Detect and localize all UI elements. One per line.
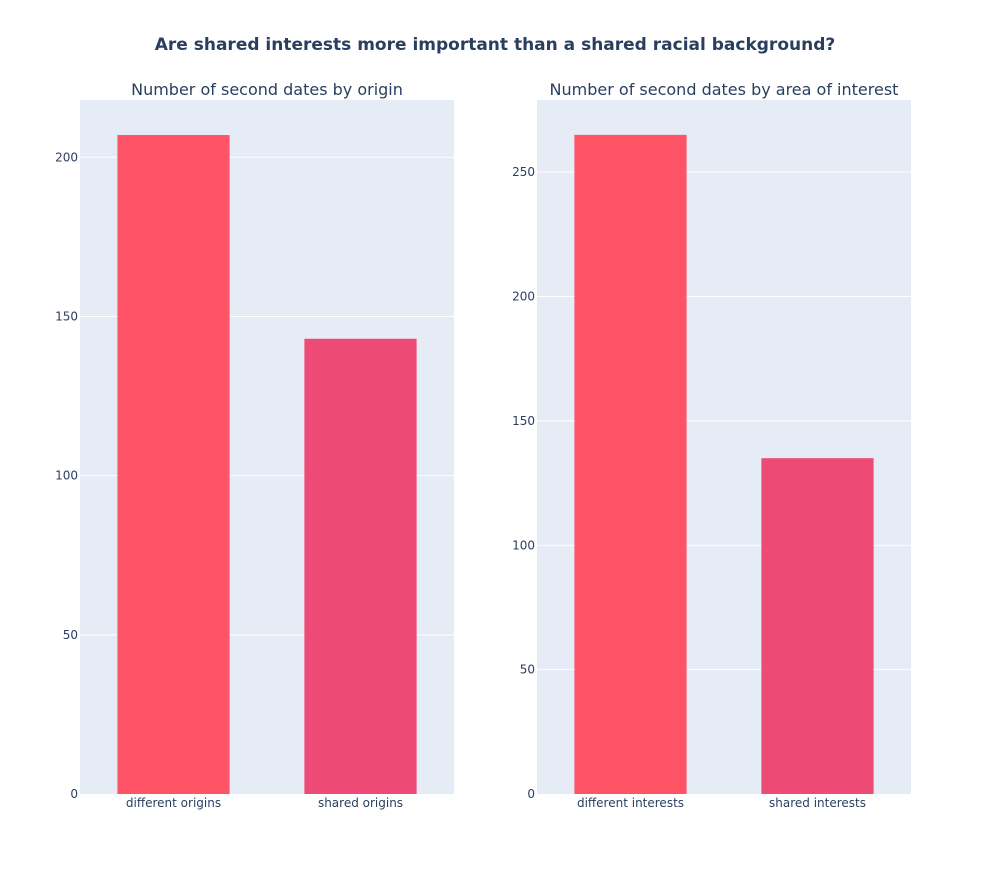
subplot-1: 0 50 100 150 200 different origins shared orig… [55,80,454,810]
y-tick-label: 0 [70,787,78,801]
y-tick-label: 0 [527,787,535,801]
x-tick-label: shared interests [769,796,866,810]
bar-shared-origins [304,338,417,794]
y-tick-label: 200 [55,150,78,164]
figure-title: Are shared interests more important than… [155,35,835,55]
y-tick-label: 100 [55,469,78,483]
bar-shared-interests [761,458,874,794]
subplot-2: 0 50 100 150 200 250 different interests shared… [512,80,911,810]
x-tick-label: shared origins [318,796,403,810]
y-tick-label: 100 [512,538,535,552]
y-tick-label: 150 [512,414,535,428]
subplot-title: Number of second dates by area of intere… [550,80,899,99]
bar-different-interests [574,134,687,795]
subplots: 0 50 100 150 200 different origins shared orig… [55,80,911,810]
y-tick-label: 200 [512,290,535,304]
y-tick-label: 50 [63,628,78,642]
y-tick-label: 250 [512,165,535,179]
x-tick-label: different interests [577,796,684,810]
y-tick-label: 50 [520,663,535,677]
x-tick-label: different origins [126,796,221,810]
subplot-title: Number of second dates by origin [131,80,403,99]
y-tick-label: 150 [55,309,78,323]
bar-different-origins [117,135,230,795]
